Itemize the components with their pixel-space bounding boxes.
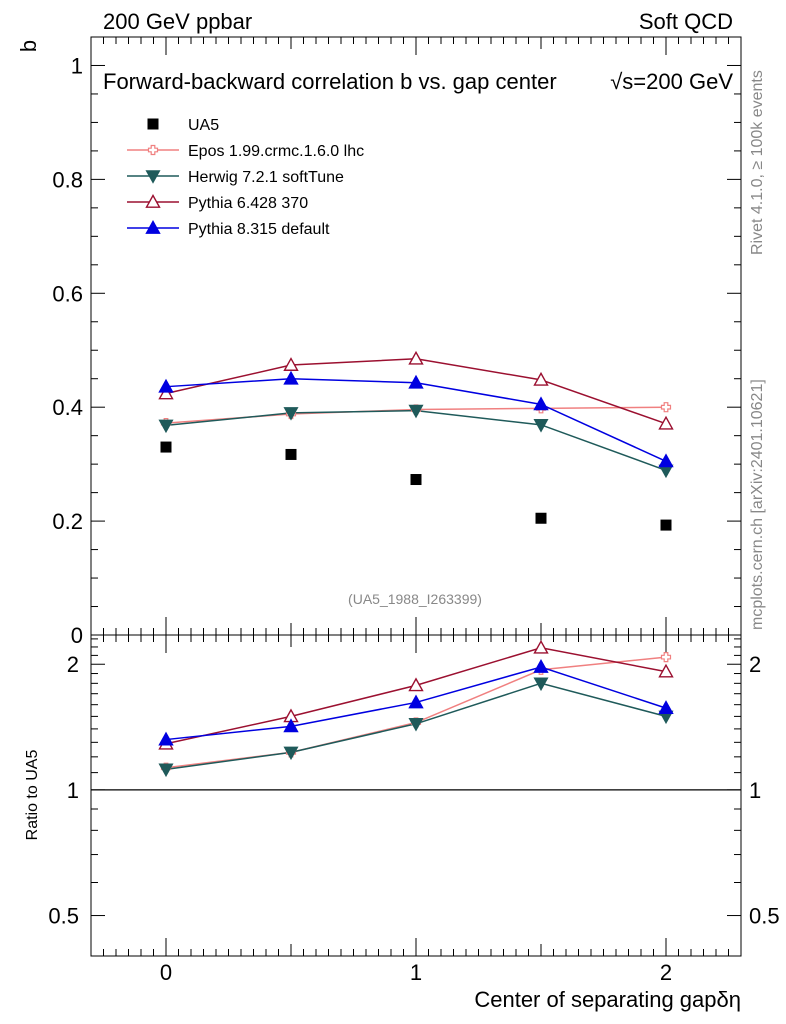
ratio-lines: [165, 647, 667, 771]
mcplots-label: mcplots.cern.ch [arXiv:2401.10621]: [749, 379, 766, 630]
ratio-point-pythia-8-315-default: [408, 694, 424, 709]
ratio-tick-label: 1: [67, 778, 79, 803]
y-tick-label: 0.6: [52, 281, 83, 306]
ratio-point-herwig-7-2-1-softtune: [408, 717, 424, 732]
ratio-line-epos-1-99-crmc-1-6-0-lhc: [165, 656, 667, 769]
ratio-point-herwig-7-2-1-softtune: [533, 677, 549, 692]
data-point-ua5: [160, 441, 172, 453]
data-point-pythia-8-315-default: [408, 374, 424, 389]
x-tick-label: 2: [660, 960, 672, 985]
ratio-point-pythia-8-315-default: [658, 700, 674, 715]
data-point-herwig-7-2-1-softtune: [283, 407, 299, 421]
ratio-tick-label: 2: [67, 652, 79, 677]
data-point-pythia-8-315-default: [283, 370, 299, 385]
y-tick-label: 1: [71, 53, 83, 78]
reference-markers: [160, 441, 672, 531]
data-point-pythia-6-428-370: [283, 357, 299, 371]
y-tick-label: 0.4: [52, 395, 83, 420]
ratio-point-herwig-7-2-1-softtune: [158, 763, 174, 778]
data-point-pythia-6-428-370: [533, 371, 549, 386]
data-point-epos-1-99-crmc-1-6-0-lhc: [660, 402, 672, 413]
data-point-ua5: [660, 519, 672, 531]
ratio-point-pythia-6-428-370: [408, 677, 424, 692]
ratio-tick-label-right: 1: [749, 778, 761, 803]
header-right: Soft QCD: [639, 9, 733, 34]
legend-label: UA5: [188, 117, 219, 134]
data-point-ua5: [535, 512, 547, 524]
ratio-point-pythia-8-315-default: [533, 659, 549, 673]
data-point-pythia-6-428-370: [658, 415, 674, 430]
legend-label: Pythia 8.315 default: [188, 221, 330, 238]
series-markers: [158, 350, 674, 479]
data-point-ua5: [285, 448, 297, 460]
ratio-point-pythia-8-315-default: [158, 731, 174, 746]
data-point-pythia-8-315-default: [158, 378, 174, 393]
legend-marker: [147, 144, 159, 156]
ratio-point-pythia-6-428-370: [533, 639, 549, 654]
plot-title-energy: √s=200 GeV: [610, 69, 733, 94]
data-point-herwig-7-2-1-softtune: [533, 419, 549, 433]
series-line-herwig-7-2-1-softtune: [165, 409, 667, 472]
ratio-y-axis: 0.5 0.5 1 1 2 2: [48, 638, 780, 929]
data-point-pythia-8-315-default: [658, 453, 674, 468]
ratio-tick-label-right: 0.5: [749, 904, 780, 929]
ratio-point-pythia-6-428-370: [658, 663, 674, 678]
series-line-pythia-8-315-default: [165, 377, 667, 462]
data-point-pythia-8-315-default: [533, 396, 549, 411]
ratio-point-epos-1-99-crmc-1-6-0-lhc: [660, 652, 672, 663]
ratio-markers: [158, 639, 674, 778]
plot-title: Forward-backward correlation b vs. gap c…: [103, 69, 557, 94]
legend-marker: [145, 194, 161, 208]
y-tick-label: 0.2: [52, 509, 83, 534]
x-tick-label: 0: [160, 960, 172, 985]
analysis-id: (UA5_1988_I263399): [348, 591, 482, 607]
ratio-point-pythia-8-315-default: [283, 718, 299, 733]
x-axis: 0 1 2: [103, 37, 729, 985]
ratio-axis-title: Ratio to UA5: [24, 750, 41, 841]
ratio-point-herwig-7-2-1-softtune: [283, 746, 299, 761]
legend-label: Pythia 6.428 370: [188, 195, 308, 212]
data-point-herwig-7-2-1-softtune: [408, 404, 424, 419]
x-tick-label: 1: [410, 960, 422, 985]
legend: UA5 Epos 1.99.crmc.1.6.0 lhc Herwig 7.2.1 …: [127, 117, 364, 238]
legend-marker: [145, 170, 161, 184]
data-point-pythia-6-428-370: [408, 350, 424, 365]
data-point-pythia-6-428-370: [158, 385, 174, 400]
ratio-tick-label-right: 2: [749, 652, 761, 677]
legend-label: Herwig 7.2.1 softTune: [188, 169, 344, 186]
data-point-ua5: [410, 474, 422, 486]
y-axis-title: b: [16, 40, 41, 52]
x-axis-title: Center of separating gapδη: [474, 987, 741, 1012]
header-left: 200 GeV ppbar: [103, 9, 252, 34]
legend-marker: [147, 118, 159, 130]
y-tick-label: 0: [71, 623, 83, 648]
rivet-version-label: Rivet 4.1.0, ≥ 100k events: [749, 70, 766, 255]
legend-marker: [145, 220, 161, 234]
y-tick-label: 0.8: [52, 167, 83, 192]
main-y-axis: 0 0.2 0.4 0.6 0.8 1: [52, 53, 741, 648]
data-point-herwig-7-2-1-softtune: [158, 419, 174, 434]
ratio-tick-label: 0.5: [48, 904, 79, 929]
legend-label: Epos 1.99.crmc.1.6.0 lhc: [188, 143, 364, 160]
